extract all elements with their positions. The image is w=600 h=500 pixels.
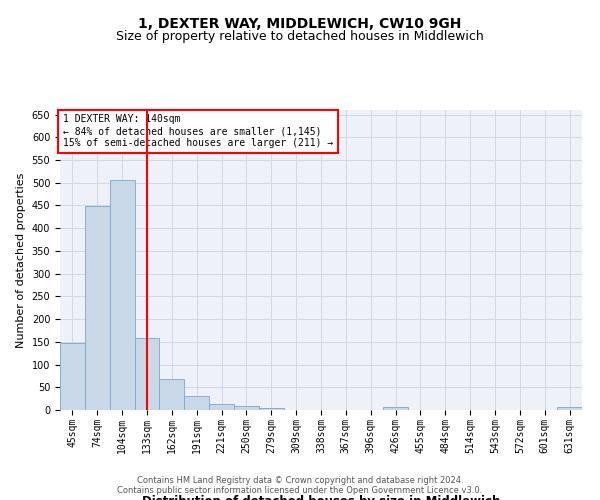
Bar — [85, 206, 110, 410]
Text: Contains public sector information licensed under the Open Government Licence v3: Contains public sector information licen… — [118, 486, 482, 495]
Y-axis label: Number of detached properties: Number of detached properties — [16, 172, 26, 348]
Text: Size of property relative to detached houses in Middlewich: Size of property relative to detached ho… — [116, 30, 484, 43]
X-axis label: Distribution of detached houses by size in Middlewich: Distribution of detached houses by size … — [142, 494, 500, 500]
Bar — [110, 180, 134, 410]
Bar — [60, 342, 85, 410]
Bar — [557, 408, 582, 410]
Bar — [209, 404, 234, 410]
Bar — [160, 379, 184, 410]
Text: 1, DEXTER WAY, MIDDLEWICH, CW10 9GH: 1, DEXTER WAY, MIDDLEWICH, CW10 9GH — [139, 18, 461, 32]
Bar — [259, 408, 284, 410]
Bar — [234, 406, 259, 410]
Bar — [184, 396, 209, 410]
Bar — [134, 338, 160, 410]
Text: Contains HM Land Registry data © Crown copyright and database right 2024.: Contains HM Land Registry data © Crown c… — [137, 476, 463, 485]
Text: 1 DEXTER WAY: 140sqm
← 84% of detached houses are smaller (1,145)
15% of semi-de: 1 DEXTER WAY: 140sqm ← 84% of detached h… — [62, 114, 333, 148]
Bar — [383, 408, 408, 410]
